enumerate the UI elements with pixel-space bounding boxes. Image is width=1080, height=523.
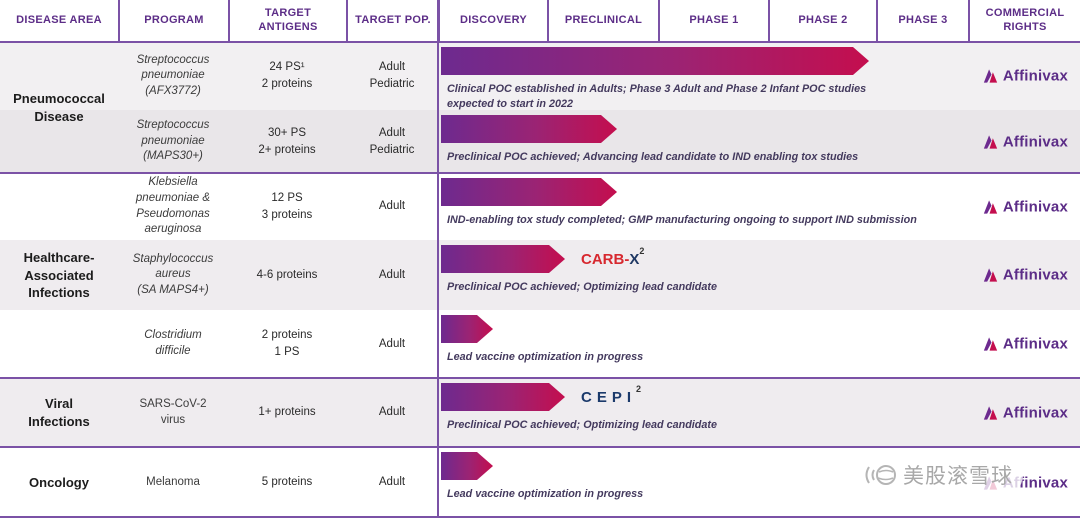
watermark-text: 美股滚雪球 xyxy=(903,465,1013,488)
affinivax-logo: Affinivax xyxy=(981,67,1068,86)
affinivax-logo: Affinivax xyxy=(981,132,1068,151)
table-vertical-rule xyxy=(437,0,439,518)
population-sars: Adult xyxy=(378,406,406,419)
affinivax-mark-icon xyxy=(983,405,997,420)
group-divider xyxy=(0,172,1080,174)
column-header-phase3: PHASE 3 xyxy=(876,0,968,42)
population-afx3772: Adult Pediatric xyxy=(369,61,415,90)
affinivax-mark-icon xyxy=(983,69,997,83)
affinivax-logo-text: Affinivax xyxy=(1002,67,1068,85)
cepi-label: CEPI2 xyxy=(581,384,641,406)
column-header-disease-area: DISEASE AREA xyxy=(16,14,102,27)
affinivax-mark-icon xyxy=(983,199,997,214)
pipeline-cell-afx3772: Clinical POC established in Adults; Phas… xyxy=(438,42,1080,110)
carbx-label-navy: X xyxy=(629,250,640,268)
pipeline-cell-klebsiella: IND-enabling tox study completed; GMP ma… xyxy=(438,173,1080,240)
pipeline-arrow xyxy=(441,47,869,75)
pipeline-cell-maps30: Preclinical POC achieved; Advancing lead… xyxy=(438,110,1080,173)
status-note: IND-enabling tox study completed; GMP ma… xyxy=(447,214,917,226)
column-header-preclinical: PRECLINICAL xyxy=(547,0,658,42)
disease-area-viral-infections: Viral Infections xyxy=(28,395,90,429)
affinivax-logo: Affinivax xyxy=(981,197,1068,216)
table-bottom-rule xyxy=(0,516,1080,518)
column-header-phase2: PHASE 2 xyxy=(768,0,876,42)
status-note: Preclinical POC achieved; Optimizing lea… xyxy=(447,419,718,431)
header-bottom-rule xyxy=(0,41,1080,43)
status-note: Lead vaccine optimization in progress xyxy=(447,488,644,500)
group-divider xyxy=(0,446,1080,448)
table-header: DISEASE AREA PROGRAM TARGET ANTIGENS TAR… xyxy=(0,0,1080,42)
program-melanoma: Melanoma xyxy=(146,475,200,488)
row-band xyxy=(0,310,1080,378)
status-note: Clinical POC established in Adults; Phas… xyxy=(447,83,867,111)
column-header-phase1: PHASE 1 xyxy=(658,0,768,42)
affinivax-mark-icon xyxy=(983,337,997,351)
pipeline-cell-c-difficile: Lead vaccine optimization in progress Af… xyxy=(438,310,1080,378)
affinivax-logo-text: Affinivax xyxy=(1002,133,1068,150)
antigens-sars: 1+ proteins xyxy=(258,406,316,419)
status-note: Preclinical POC achieved; Advancing lead… xyxy=(447,151,859,163)
column-header-target-pop: TARGET POP. xyxy=(346,0,438,42)
antigens-afx3772: 24 PS¹ 2 proteins xyxy=(261,61,313,90)
footnote-superscript: 2 xyxy=(636,383,642,394)
antigens-melanoma: 5 proteins xyxy=(261,476,313,489)
antigens-staph: 4-6 proteins xyxy=(256,268,318,281)
column-header-target-antigens: TARGET ANTIGENS xyxy=(228,0,346,42)
disease-area-oncology: Oncology xyxy=(29,474,89,490)
affinivax-logo-text: Affinivax xyxy=(1002,335,1068,353)
carbx-label-red: CARB- xyxy=(581,250,630,268)
column-header-discovery: DISCOVERY xyxy=(438,0,547,42)
status-note: Lead vaccine optimization in progress xyxy=(447,351,644,363)
affinivax-logo: Affinivax xyxy=(981,335,1068,354)
population-klebsiella: Adult xyxy=(378,200,406,213)
disease-area-healthcare-infections: Healthcare- Associated Infections xyxy=(23,250,95,301)
program-sars-cov-2: SARS-CoV-2 virus xyxy=(139,397,207,426)
status-note: Preclinical POC achieved; Optimizing lea… xyxy=(447,281,718,293)
affinivax-mark-icon xyxy=(983,134,997,149)
program-staph-aureus: Staphylococcus aureus (SA MAPS4+) xyxy=(132,252,214,296)
antigens-maps30: 30+ PS 2+ proteins xyxy=(258,126,316,156)
program-c-difficile: Clostridium difficile xyxy=(144,329,202,357)
footnote-superscript: 2 xyxy=(639,245,645,256)
affinivax-logo: Affinivax xyxy=(981,266,1068,285)
disease-area-pneumococcal: Pneumococcal Disease xyxy=(13,90,105,124)
affinivax-logo-text: Affinivax xyxy=(1002,198,1068,215)
watermark: 美股滚雪球 xyxy=(852,453,1023,497)
carbx-label: CARB-X2 xyxy=(581,246,644,268)
pipeline-arrow xyxy=(441,115,617,143)
population-maps30: Adult Pediatric xyxy=(369,126,415,156)
snowball-icon xyxy=(865,465,896,485)
column-header-program: PROGRAM xyxy=(118,0,228,42)
program-maps30: Streptococcus pneumoniae (MAPS30+) xyxy=(136,119,210,163)
pipeline-table: Pneumococcal Disease Healthcare- Associa… xyxy=(0,42,1080,518)
affinivax-logo-text: Affinivax xyxy=(1002,404,1068,421)
antigens-c-difficile: 2 proteins 1 PS xyxy=(261,329,313,358)
pipeline-arrow xyxy=(441,452,493,480)
affinivax-mark-icon xyxy=(983,268,997,282)
program-afx3772: Streptococcus pneumoniae (AFX3772) xyxy=(136,53,210,97)
pipeline-cell-sars: CEPI2 Preclinical POC achieved; Optimizi… xyxy=(438,378,1080,447)
cepi-label-text: CEPI xyxy=(581,388,637,406)
antigens-klebsiella: 12 PS 3 proteins xyxy=(261,191,313,221)
column-header-commercial-rights: COMMERCIAL RIGHTS xyxy=(968,0,1080,42)
pipeline-arrow xyxy=(441,383,565,411)
pipeline-cell-staph: CARB-X2 Preclinical POC achieved; Optimi… xyxy=(438,240,1080,310)
affinivax-logo: Affinivax xyxy=(981,403,1068,422)
pipeline-arrow xyxy=(441,315,493,343)
program-klebsiella-pseudomonas: Klebsiella pneumoniae & Pseudomonas aeru… xyxy=(135,176,211,236)
group-divider xyxy=(0,377,1080,379)
population-staph: Adult xyxy=(378,268,406,281)
population-c-difficile: Adult xyxy=(378,337,406,350)
pipeline-arrow xyxy=(441,178,617,206)
affinivax-logo-text: Affinivax xyxy=(1002,266,1068,284)
population-melanoma: Adult xyxy=(378,476,406,489)
pipeline-arrow xyxy=(441,245,565,273)
